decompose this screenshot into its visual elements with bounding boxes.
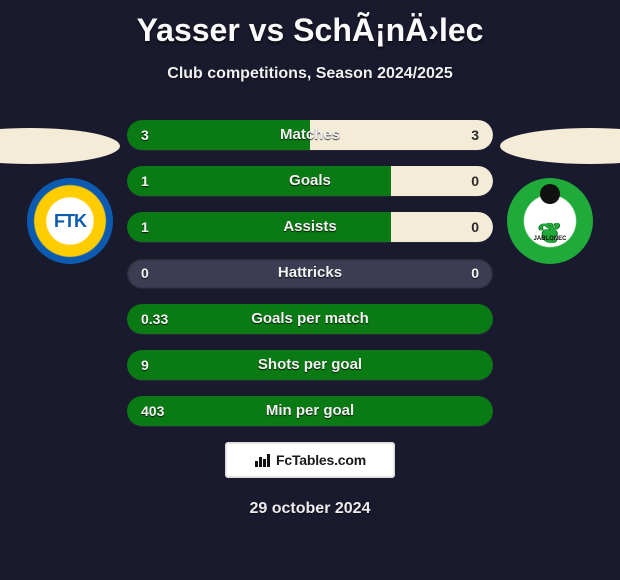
stat-row: Hattricks0 0 — [127, 258, 493, 288]
stat-label: Min per goal — [127, 396, 493, 426]
stat-row: Shots per goal9 — [127, 350, 493, 380]
stat-value-left: 3 — [141, 120, 149, 150]
stat-row: Goals1 0 — [127, 166, 493, 196]
bars-icon — [254, 451, 272, 469]
stat-row: Min per goal403 — [127, 396, 493, 426]
stat-row: Goals per match0.33 — [127, 304, 493, 334]
team-right-crest: ❦ JABLONEC — [500, 178, 600, 264]
leaves-icon: ❦ — [538, 217, 561, 250]
team-right-crest-text: JABLONEC — [533, 236, 566, 242]
stat-value-right: 0 — [471, 166, 479, 196]
stat-value-left: 1 — [141, 212, 149, 242]
stat-value-right: 0 — [471, 212, 479, 242]
page-title: Yasser vs SchÃ¡nÄ›lec — [0, 0, 620, 49]
brand-badge[interactable]: FcTables.com — [225, 442, 395, 478]
team-left-crest: FTK — [20, 178, 120, 264]
stat-value-left: 0.33 — [141, 304, 168, 334]
stat-label: Hattricks — [127, 258, 493, 288]
brand-text: FcTables.com — [276, 452, 366, 468]
stat-label: Matches — [127, 120, 493, 150]
stat-label: Shots per goal — [127, 350, 493, 380]
subtitle: Club competitions, Season 2024/2025 — [0, 65, 620, 83]
stat-row: Matches3 3 — [127, 120, 493, 150]
stat-label: Goals — [127, 166, 493, 196]
stat-label: Goals per match — [127, 304, 493, 334]
right-name-plate — [500, 128, 620, 164]
stat-label: Assists — [127, 212, 493, 242]
stats-container: Matches33Goals10Assists10Hattricks00Goal… — [127, 120, 493, 442]
stat-value-right: 0 — [471, 258, 479, 288]
stat-value-left: 403 — [141, 396, 164, 426]
ball-icon — [540, 184, 560, 204]
stat-value-left: 1 — [141, 166, 149, 196]
team-left-crest-text: FTK — [54, 211, 86, 232]
date-text: 29 october 2024 — [0, 500, 620, 518]
stat-value-right: 3 — [471, 120, 479, 150]
stat-value-left: 0 — [141, 258, 149, 288]
stat-value-left: 9 — [141, 350, 149, 380]
left-name-plate — [0, 128, 120, 164]
stat-row: Assists1 0 — [127, 212, 493, 242]
